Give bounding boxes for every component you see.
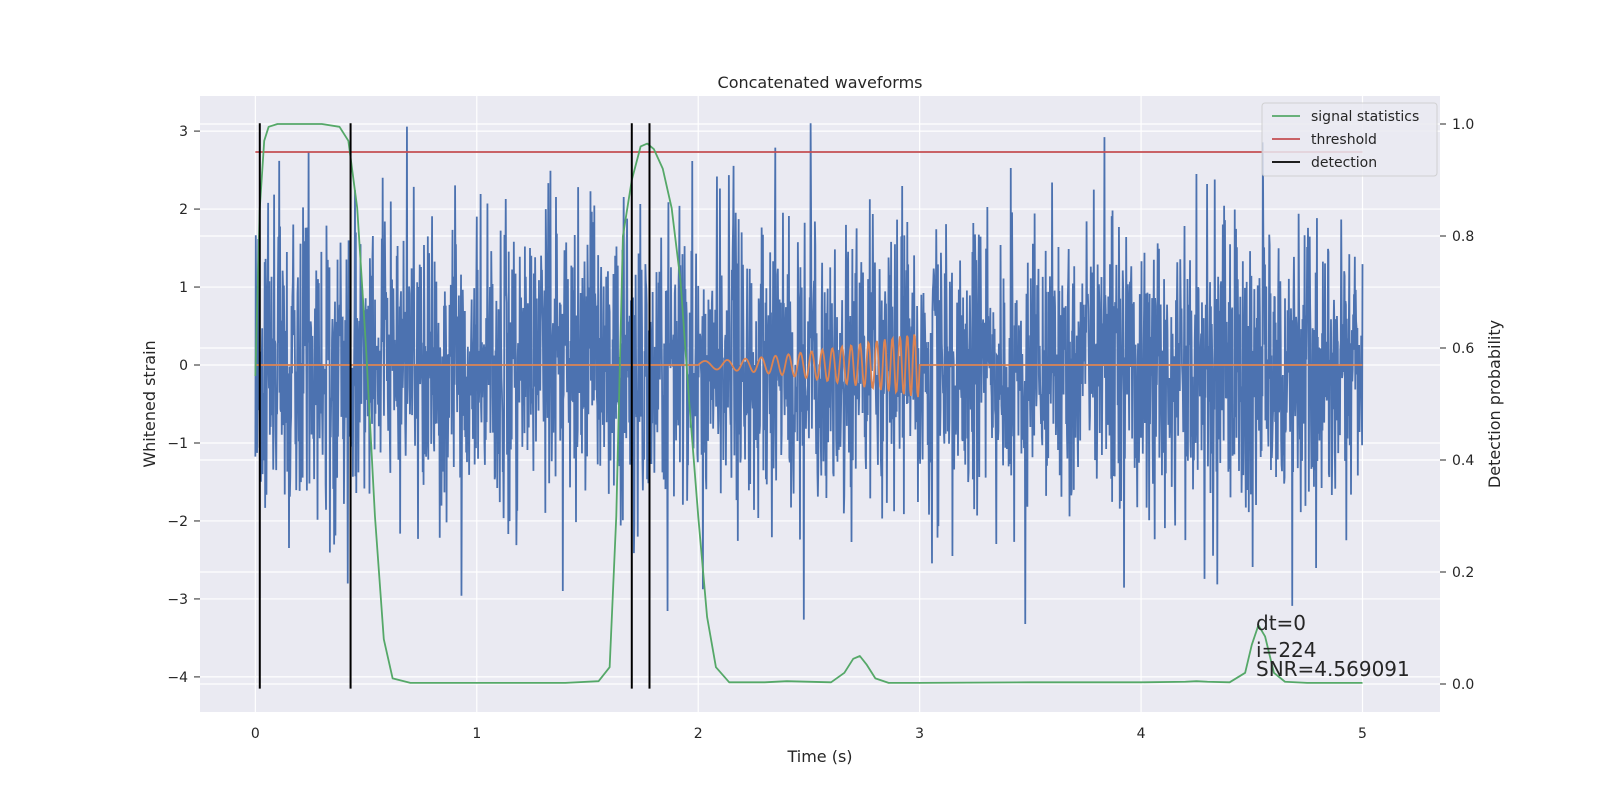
series-strain-line [254,123,1364,624]
legend-box [1261,102,1438,177]
y2-axis-title: Detection probability [1485,320,1504,488]
annotation-dt: dt=0 [1256,611,1306,635]
x-axis-title: Time (s) [786,747,852,766]
x-tick-label: 2 [694,726,703,742]
annotation-index: i=224 [1256,638,1317,662]
y-tick-label: 1 [179,280,188,296]
y-tick-label: −4 [167,670,188,686]
chart-title: Concatenated waveforms [718,73,923,92]
x-tick-label: 1 [472,726,481,742]
legend-label-threshold: threshold [1311,132,1377,148]
y2-tick-label: 0.0 [1452,677,1474,693]
x-tick-label: 5 [1358,726,1367,742]
x-tick-label: 0 [251,726,260,742]
y2-tick-label: 0.6 [1452,341,1474,357]
y2-tick-label: 0.8 [1452,229,1474,245]
series-statistics-line [254,123,1363,684]
data-layer [254,123,1364,689]
y-tick-label: 0 [179,358,188,374]
y-tick-label: 2 [179,202,188,218]
tick-labels: 0 1 2 3 4 5 −4 −3 −2 −1 0 1 2 3 0.0 0.2 0.4 0.6 0.8 1.0 [167,117,1474,742]
x-tick-label: 3 [915,726,924,742]
y2-tick-label: 0.4 [1452,453,1474,469]
legend: signal statistics threshold detection [1261,102,1438,177]
y-tick-label: −1 [167,436,188,452]
legend-label-signal-statistics: signal statistics [1311,109,1419,125]
series-injection-line [255,334,1363,398]
x-tick-label: 4 [1137,726,1146,742]
y-tick-label: 3 [179,124,188,140]
y2-tick-label: 0.2 [1452,565,1474,581]
y-tick-label: −3 [167,592,188,608]
legend-label-detection: detection [1311,155,1377,171]
y-tick-label: −2 [167,514,188,530]
y2-tick-label: 1.0 [1452,117,1474,133]
annotations: dt=0 i=224 SNR=4.569091 [1256,611,1410,681]
annotation-snr: SNR=4.569091 [1256,657,1410,681]
y-axis-title: Whitened strain [140,340,159,467]
